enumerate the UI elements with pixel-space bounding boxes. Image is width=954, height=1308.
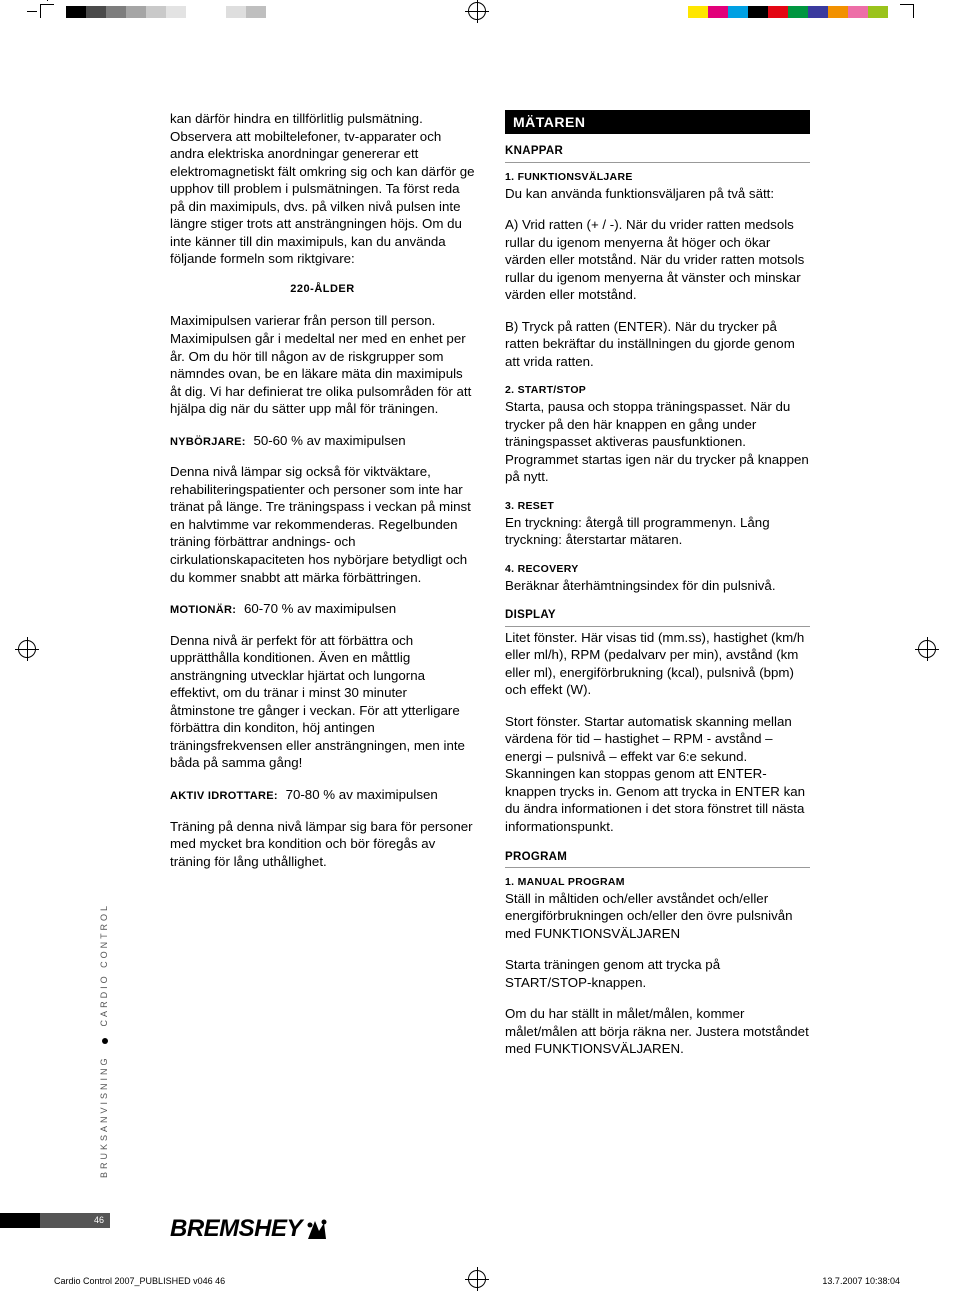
body-text: Starta, pausa och stoppa träningspasset.… [505,398,810,486]
page-number-tab: 46 [40,1213,110,1228]
print-marks [0,0,954,24]
item-heading: 1. MANUAL PROGRAM [505,876,810,890]
registration-mark-icon [18,640,36,658]
sidebar: BRUKSANVISNING CARDIO CONTROL [90,788,108,1218]
level-value: 60-70 % av maximipulsen [244,601,396,616]
section-heading: MÄTAREN [505,110,810,134]
formula-text: 220-ÅLDER [170,282,475,297]
body-text: En tryckning: återgå till programmenyn. … [505,514,810,549]
body-text: A) Vrid ratten (+ / -). När du vrider ra… [505,216,810,304]
body-text: kan därför hindra en tillförlitlig pulsm… [170,110,475,268]
level-value: 70-80 % av maximipulsen [286,787,438,802]
bullet-icon [102,1038,108,1044]
level-beginner: NYBÖRJARE: 50-60 % av maximipulsen [170,432,475,450]
footer: Cardio Control 2007_PUBLISHED v046 46 13… [54,1276,900,1286]
body-text: Beräknar återhämtningsindex för din puls… [505,577,810,595]
registration-mark-icon [918,640,936,658]
right-column: MÄTAREN KNAPPAR 1. FUNKTIONSVÄLJARE Du k… [505,110,810,1072]
body-text: Träning på denna nivå lämpar sig bara fö… [170,818,475,871]
sidebar-text-a: BRUKSANVISNING [99,1055,109,1178]
footer-filename: Cardio Control 2007_PUBLISHED v046 46 [54,1276,225,1286]
body-text: Litet fönster. Här visas tid (mm.ss), ha… [505,629,810,699]
body-text: B) Tryck på ratten (ENTER). När du tryck… [505,318,810,371]
body-text: Ställ in måltiden och/eller avståndet oc… [505,890,810,943]
level-value: 50-60 % av maximipulsen [253,433,405,448]
brand-logo: BREMSHEY [170,1215,330,1243]
level-exerciser: MOTIONÄR: 60-70 % av maximipulsen [170,600,475,618]
subheading-program: PROGRAM [505,850,810,868]
item-heading: 2. START/STOP [505,384,810,398]
item-heading: 1. FUNKTIONSVÄLJARE [505,171,810,185]
level-label: AKTIV IDROTTARE: [170,790,278,802]
body-text: Denna nivå är perfekt för att förbättra … [170,632,475,772]
item-heading: 4. RECOVERY [505,563,810,577]
body-text: Starta träningen genom att trycka på STA… [505,956,810,991]
body-text: Maximipulsen varierar från person till p… [170,312,475,417]
body-text: Du kan använda funktionsväljaren på två … [505,185,810,203]
page-content: kan därför hindra en tillförlitlig pulsm… [170,110,810,1072]
sidebar-text-b: CARDIO CONTROL [99,903,109,1027]
level-athlete: AKTIV IDROTTARE: 70-80 % av maximipulsen [170,786,475,804]
subheading-knappar: KNAPPAR [505,144,810,162]
footer-timestamp: 13.7.2007 10:38:04 [822,1276,900,1286]
body-text: Om du har ställt in målet/målen, kommer … [505,1005,810,1058]
logo-text: BREMSHEY [170,1215,302,1243]
subheading-display: DISPLAY [505,608,810,626]
level-label: NYBÖRJARE: [170,436,246,448]
body-text: Denna nivå lämpar sig också för viktväkt… [170,463,475,586]
left-column: kan därför hindra en tillförlitlig pulsm… [170,110,475,1072]
sidebar-label: BRUKSANVISNING CARDIO CONTROL [99,778,109,1178]
body-text: Stort fönster. Startar automatisk skanni… [505,713,810,836]
level-label: MOTIONÄR: [170,604,236,616]
item-heading: 3. RESET [505,500,810,514]
logo-icon [304,1217,330,1243]
